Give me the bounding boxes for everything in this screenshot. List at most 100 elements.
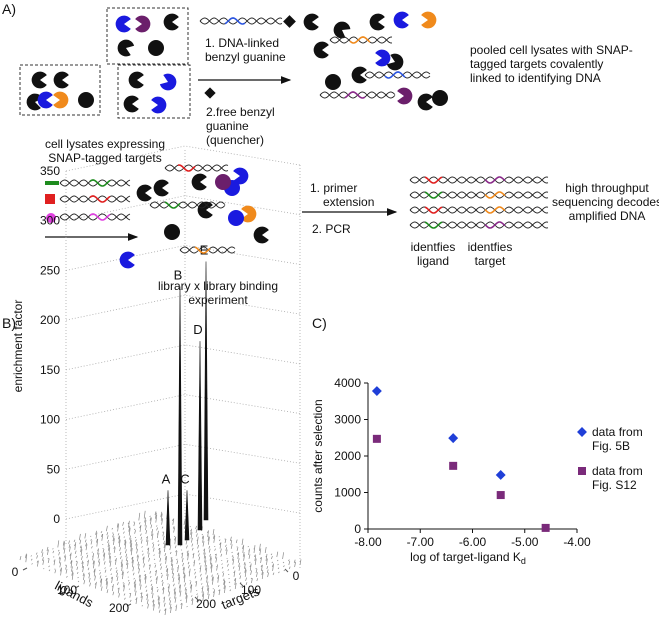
point [371, 386, 382, 396]
noise [115, 567, 118, 570]
noise [179, 590, 182, 597]
z-axis-label: enrichment factor [11, 300, 25, 393]
noise [47, 549, 49, 556]
noise [129, 538, 132, 544]
noise [200, 583, 203, 585]
noise [145, 585, 147, 588]
noise [171, 568, 174, 575]
noise [228, 581, 231, 584]
noise [233, 570, 236, 577]
noise [157, 543, 160, 547]
noise [202, 591, 204, 597]
step-text: guanine [206, 119, 249, 133]
noise [277, 563, 279, 566]
x-tick-label: -6.00 [459, 535, 487, 549]
noise [77, 580, 80, 583]
noise [169, 604, 172, 609]
noise [213, 535, 216, 543]
protein-icon [136, 184, 152, 202]
noise [127, 571, 129, 574]
noise [229, 589, 232, 592]
noise [186, 550, 189, 557]
noise [116, 572, 118, 578]
noise [99, 575, 102, 579]
dna-strand [59, 179, 131, 187]
noise [147, 547, 150, 554]
noise [174, 536, 177, 545]
noise [47, 557, 50, 560]
noise [172, 526, 175, 529]
noise [163, 540, 165, 545]
peak [184, 490, 190, 541]
y-tick-label: 100 [241, 583, 261, 597]
noise [183, 520, 186, 526]
panel-label: B) [2, 315, 16, 331]
noise [151, 585, 153, 590]
protein-icon [115, 15, 131, 33]
noise [112, 532, 114, 534]
noise [93, 560, 95, 569]
protein-icon [135, 15, 151, 33]
noise [180, 599, 182, 601]
noise [79, 545, 82, 549]
noise [68, 544, 71, 548]
dna-barcode [164, 201, 181, 209]
noise [105, 575, 107, 577]
noise [227, 569, 230, 571]
noise [187, 561, 190, 565]
panel-b: B) enrichment factor ligands targets 050… [2, 145, 302, 616]
noise [117, 533, 120, 536]
noise [59, 562, 62, 568]
noise [205, 576, 208, 579]
caption: SNAP-tagged targets [48, 151, 161, 165]
noise [132, 572, 135, 576]
noise [129, 593, 132, 598]
noise [137, 563, 140, 570]
noise [93, 568, 96, 577]
noise [135, 597, 138, 605]
noise [135, 542, 138, 546]
noise [120, 556, 122, 560]
noise [59, 568, 62, 572]
noise [54, 569, 57, 574]
noise [58, 551, 60, 556]
x-tick-label: -5.00 [511, 535, 539, 549]
noise [203, 552, 206, 559]
noise [174, 537, 176, 541]
noise [175, 604, 178, 612]
noise [117, 524, 119, 532]
noise [134, 583, 137, 592]
noise [161, 579, 164, 583]
noise [196, 536, 199, 545]
noise [249, 563, 252, 571]
noise [208, 548, 211, 553]
noise [278, 571, 280, 574]
dna-strand [179, 246, 236, 254]
noise [79, 533, 81, 541]
noise [36, 555, 38, 559]
noise [138, 512, 141, 521]
noise [140, 536, 143, 540]
noise [152, 543, 155, 548]
noise [144, 517, 146, 523]
noise [210, 557, 212, 565]
y-tick-label: 0 [293, 569, 300, 583]
noise [118, 535, 120, 540]
noise [162, 531, 165, 537]
noise [46, 546, 49, 552]
noise [162, 535, 165, 541]
noise [106, 525, 108, 532]
noise [82, 566, 84, 573]
noise [232, 566, 235, 569]
protein-icon [37, 91, 53, 109]
protein-icon [313, 41, 329, 59]
noise [37, 560, 39, 567]
noise [272, 563, 274, 572]
caption: sequencing decodes [552, 195, 659, 209]
noise [184, 582, 186, 587]
noise [288, 560, 291, 566]
noise [208, 536, 210, 545]
noise [117, 582, 119, 586]
noise [57, 540, 60, 548]
noise [157, 596, 160, 601]
